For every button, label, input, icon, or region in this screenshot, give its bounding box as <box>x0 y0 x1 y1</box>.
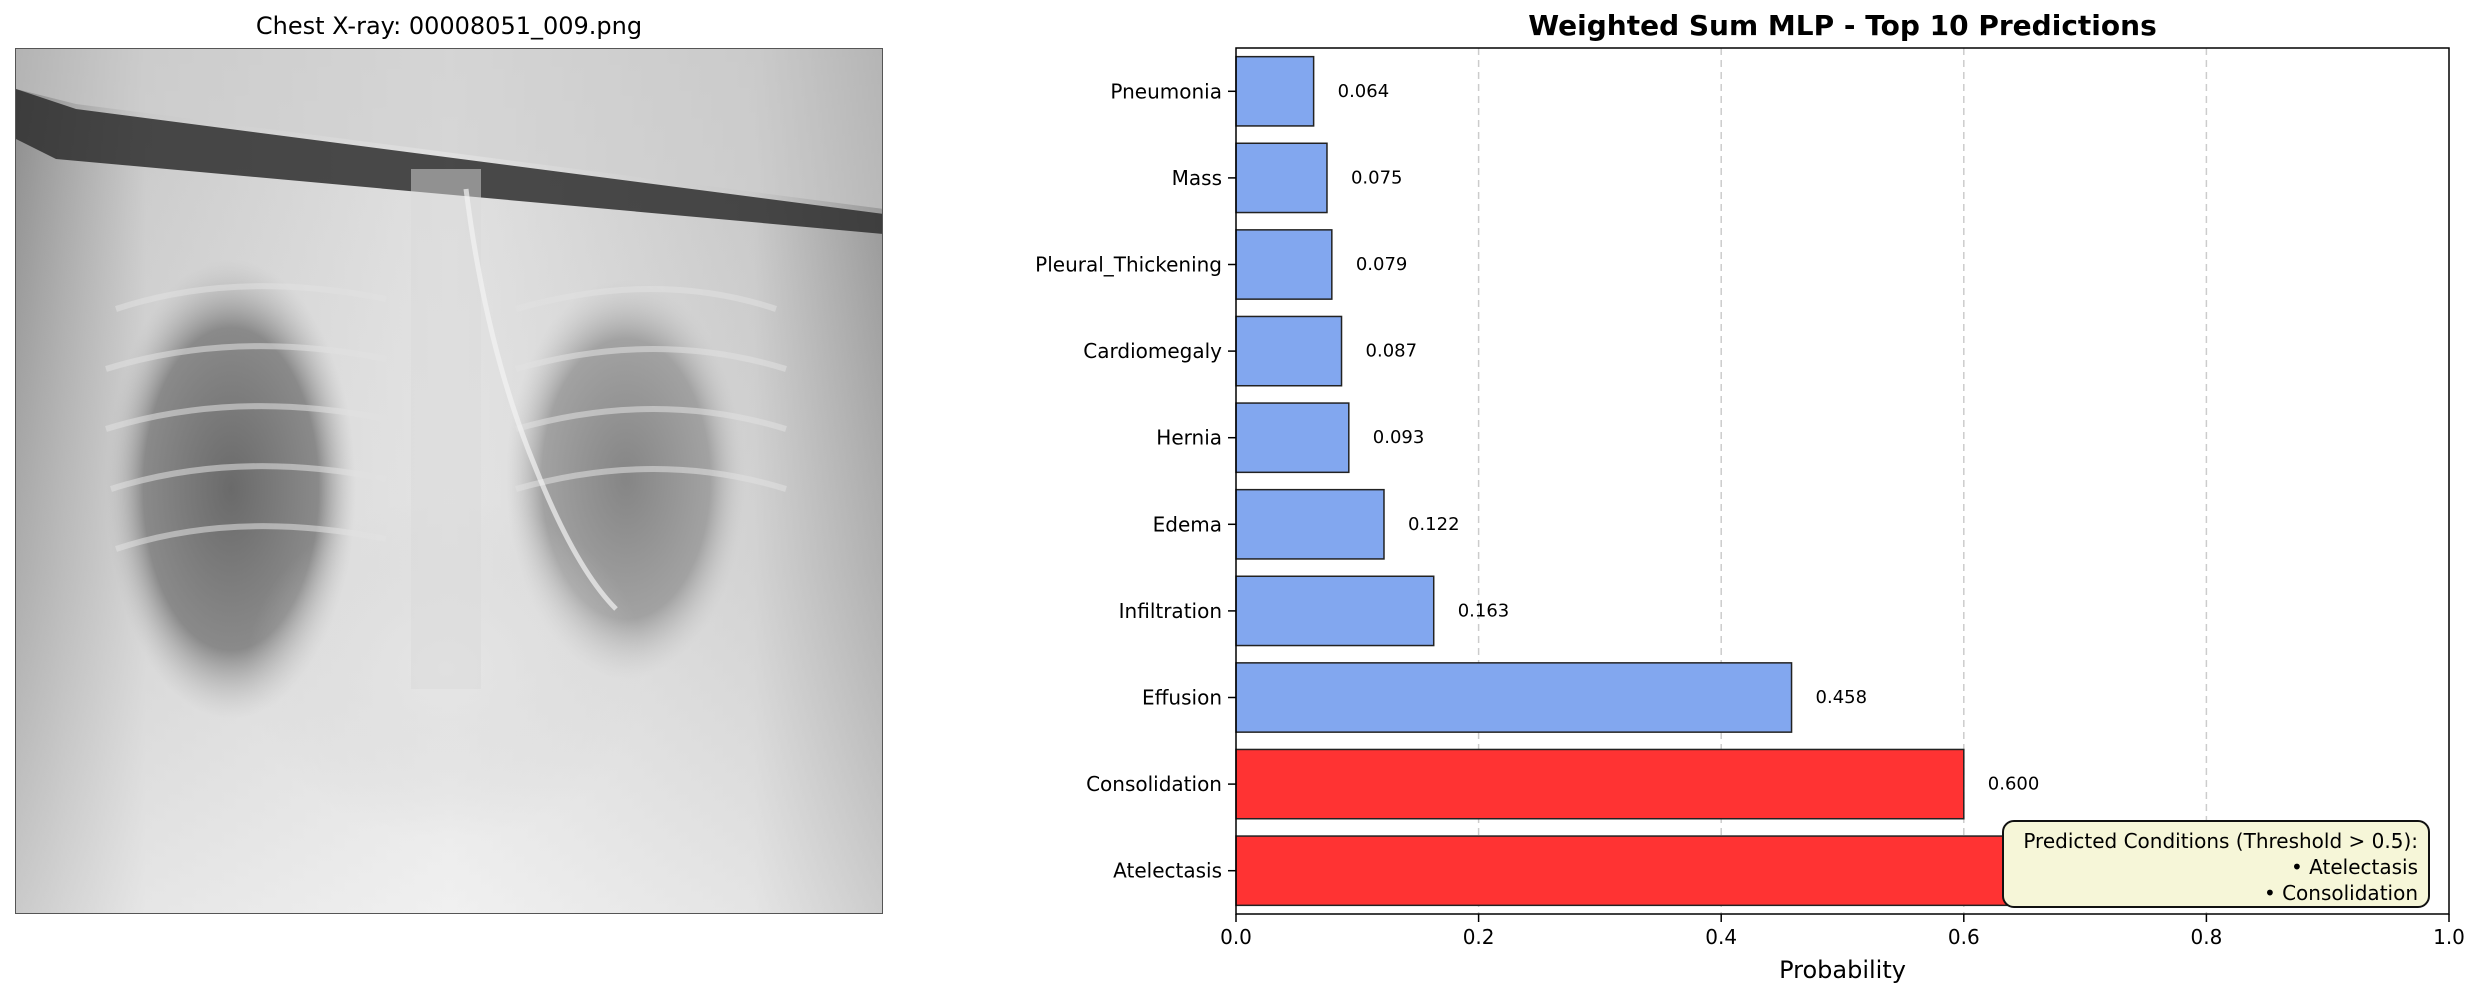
y-tick-label: Consolidation <box>1086 772 1222 796</box>
y-tick-label: Effusion <box>1142 686 1222 710</box>
y-tick-label: Atelectasis <box>1113 859 1222 883</box>
data-label: 0.163 <box>1458 600 1510 621</box>
x-tick-label: 1.0 <box>2433 925 2465 949</box>
y-tick-label: Pneumonia <box>1110 79 1222 103</box>
bar-effusion <box>1235 662 1793 733</box>
bar-infiltration <box>1235 575 1435 647</box>
plot-frame <box>1235 47 2450 915</box>
bar-mass <box>1235 142 1328 214</box>
xray-image <box>15 48 883 914</box>
data-label: 0.079 <box>1356 254 1408 275</box>
data-label: 0.075 <box>1351 167 1403 188</box>
data-label: 0.093 <box>1373 427 1425 448</box>
x-tick-label: 0.0 <box>1220 925 1252 949</box>
data-label: 0.064 <box>1338 81 1390 102</box>
bar-pleural_thickening <box>1235 229 1333 300</box>
bar-pneumonia <box>1235 55 1315 127</box>
y-tick-label: Edema <box>1153 512 1222 536</box>
xray-title: Chest X-ray: 00008051_009.png <box>255 12 643 40</box>
bar-hernia <box>1235 402 1350 474</box>
x-tick-label: 0.8 <box>2190 925 2222 949</box>
y-tick-label: Infiltration <box>1119 599 1222 623</box>
data-label: 0.600 <box>1988 774 2040 795</box>
chart-title: Weighted Sum MLP - Top 10 Predictions <box>1528 9 2157 42</box>
bar-consolidation <box>1235 748 1965 820</box>
x-tick-label: 0.2 <box>1463 925 1495 949</box>
y-tick-label: Mass <box>1172 166 1222 190</box>
bar-cardiomegaly <box>1235 315 1343 387</box>
y-tick-label: Hernia <box>1156 426 1222 450</box>
x-axis-label: Probability <box>1779 956 1906 984</box>
data-label: 0.122 <box>1408 514 1460 535</box>
x-tick-label: 0.4 <box>1705 925 1737 949</box>
legend-heading: Predicted Conditions (Threshold > 0.5): <box>2023 829 2418 853</box>
data-label: 0.087 <box>1366 341 1418 362</box>
data-label: 0.458 <box>1816 687 1868 708</box>
legend-item-consolidation: • Consolidation <box>2263 881 2418 905</box>
legend-item-atelectasis: • Atelectasis <box>2291 855 2418 879</box>
y-tick-label: Cardiomegaly <box>1083 339 1222 363</box>
y-tick-label: Pleural_Thickening <box>1035 253 1222 277</box>
x-tick-label: 0.6 <box>1948 925 1980 949</box>
bar-edema <box>1235 488 1385 560</box>
legend-box: Predicted Conditions (Threshold > 0.5): … <box>2002 820 2430 908</box>
